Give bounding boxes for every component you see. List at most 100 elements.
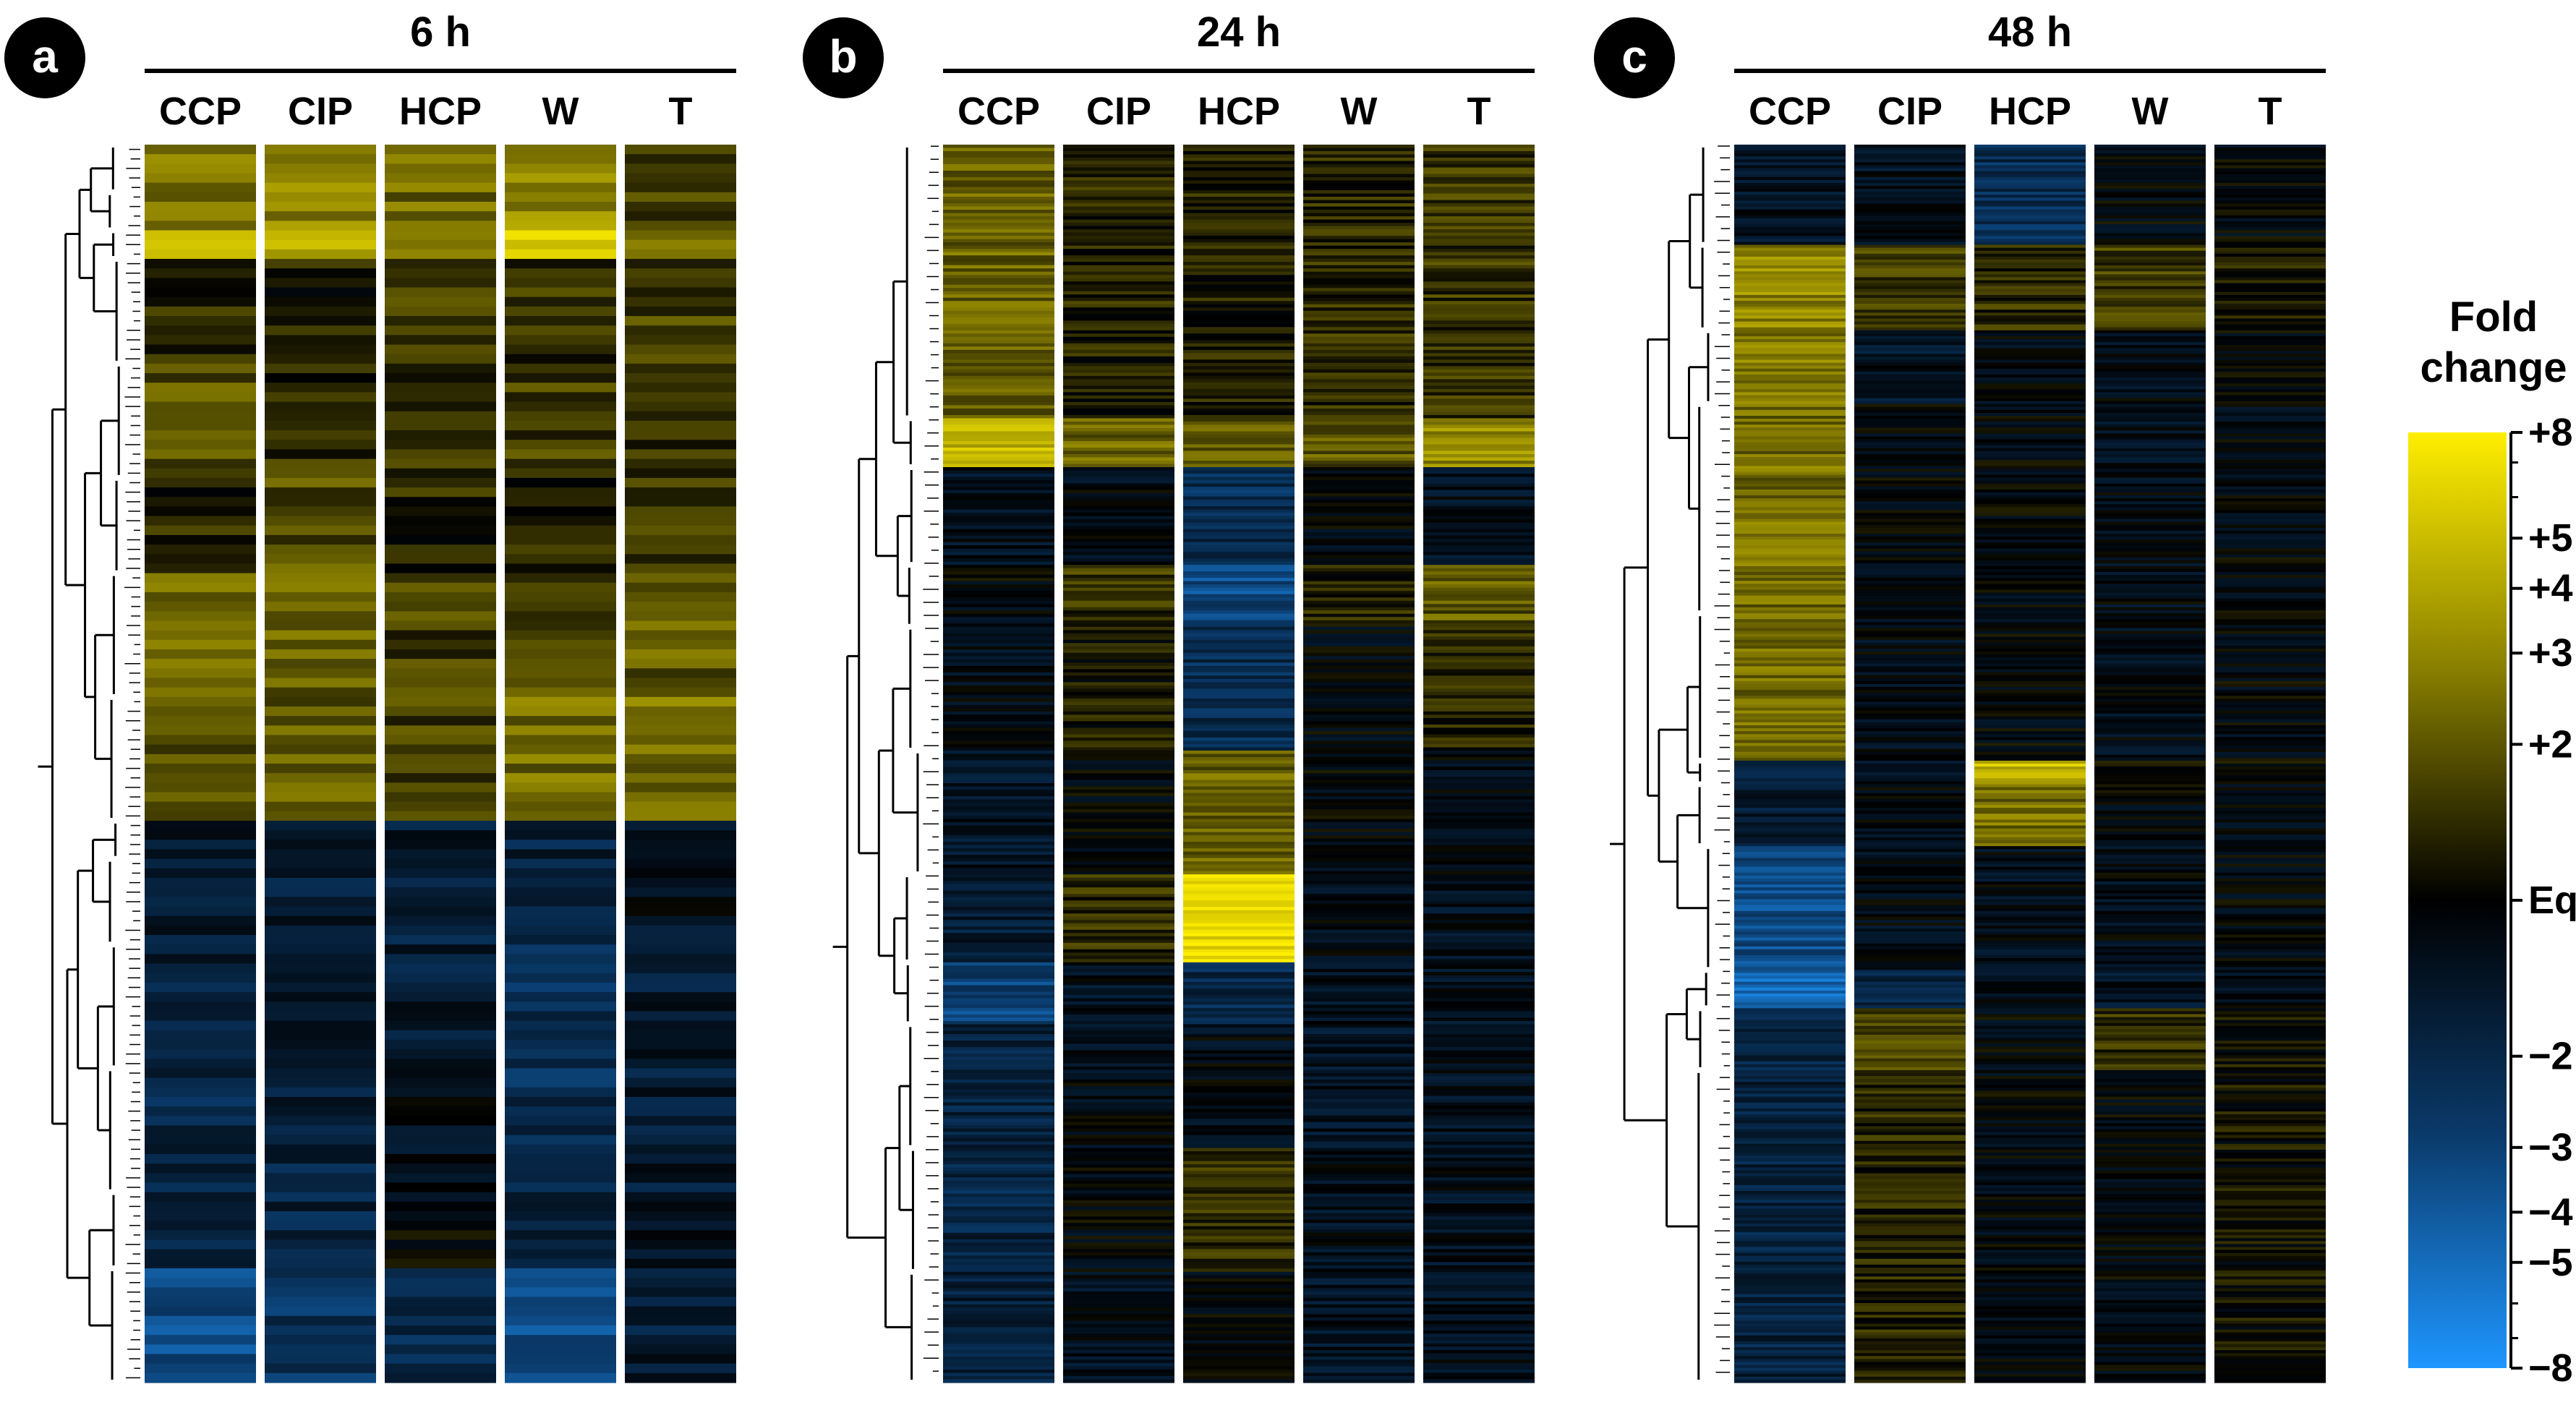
heatmap-cell — [1734, 325, 1846, 328]
heatmap-cell — [2214, 295, 2326, 299]
heatmap-cell — [1734, 905, 1846, 909]
heatmap-cell — [2094, 1097, 2206, 1101]
heatmap-cell — [1303, 588, 1415, 592]
heatmap-cell — [1734, 410, 1846, 414]
heatmap-cell — [145, 1106, 256, 1116]
heatmap-cell — [2094, 834, 2206, 838]
heatmap-cell — [1303, 607, 1415, 611]
heatmap-cell — [1063, 1353, 1174, 1357]
heatmap-cell — [1423, 1030, 1535, 1034]
heatmap-cell — [265, 288, 376, 298]
heatmap-cell — [943, 633, 1054, 637]
heatmap-cell — [505, 725, 616, 735]
heatmap-cell — [1974, 433, 2086, 437]
heatmap-cell — [1423, 229, 1535, 233]
heatmap-cell — [385, 840, 496, 850]
heatmap-cell — [265, 830, 376, 840]
heatmap-cell — [145, 678, 256, 688]
heatmap-cell — [2214, 755, 2326, 759]
heatmap-cell — [1303, 881, 1415, 884]
heatmap-cell — [1734, 1126, 1846, 1129]
heatmap-cell — [2214, 283, 2326, 287]
heatmap-cell — [943, 552, 1054, 555]
heatmap-cell — [943, 991, 1054, 995]
heatmap-cell — [943, 597, 1054, 601]
heatmap-cell — [1183, 236, 1295, 239]
heatmap-cell — [2214, 215, 2326, 219]
heatmap-cell — [505, 259, 616, 269]
heatmap-cell — [2094, 861, 2206, 865]
heatmap-cell — [943, 936, 1054, 940]
heatmap-cell — [1974, 245, 2086, 249]
heatmap-cell — [1854, 634, 1966, 638]
heatmap-cell — [1063, 158, 1174, 161]
heatmap-cell — [1303, 1177, 1415, 1181]
heatmap-cell — [1734, 761, 1846, 764]
heatmap-cell — [625, 163, 736, 174]
heatmap-cell — [1974, 1100, 2086, 1103]
heatmap-cell — [1423, 904, 1535, 908]
heatmap-cell — [2094, 360, 2206, 364]
heatmap-cell — [1183, 301, 1295, 304]
heatmap-cell — [2214, 410, 2326, 414]
heatmap-cell — [1183, 519, 1295, 523]
heatmap-cell — [1854, 613, 1966, 617]
heatmap-cell — [2214, 377, 2326, 381]
heatmap-cell — [1303, 913, 1415, 917]
heatmap-cell — [943, 210, 1054, 213]
heatmap-cell — [2094, 619, 2206, 623]
heatmap-cell — [1063, 307, 1174, 311]
heatmap-cell — [1734, 619, 1846, 623]
heatmap-cell — [1854, 931, 1966, 935]
heatmap-cell — [1974, 1070, 2086, 1074]
heatmap-cell — [1734, 643, 1846, 646]
heatmap-cell — [2094, 507, 2206, 511]
heatmap-cell — [1974, 1138, 2086, 1142]
heatmap-cell — [2214, 1291, 2326, 1295]
heatmap-cell — [943, 604, 1054, 607]
heatmap-cell — [1183, 207, 1295, 210]
heatmap-cell — [943, 1190, 1054, 1194]
heatmap-cell — [2214, 1174, 2326, 1177]
heatmap-cell — [1734, 419, 1846, 422]
heatmap-cell — [943, 383, 1054, 386]
heatmap-cell — [1183, 233, 1295, 236]
heatmap-cell — [2094, 430, 2206, 434]
heatmap-cell — [1303, 623, 1415, 627]
heatmap-cell — [145, 1230, 256, 1240]
heatmap-cell — [1183, 1344, 1295, 1347]
heatmap-cell — [1183, 835, 1295, 839]
heatmap-cell — [1423, 226, 1535, 230]
heatmap-cell — [1734, 1035, 1846, 1038]
heatmap-cell — [1974, 1005, 2086, 1009]
heatmap-cell — [625, 1011, 736, 1021]
heatmap-cell — [1183, 1161, 1295, 1165]
heatmap-cell — [1063, 239, 1174, 243]
heatmap-cell — [1854, 829, 1966, 832]
heatmap-cell — [265, 430, 376, 440]
heatmap-cell — [2094, 755, 2206, 759]
heatmap-cell — [1183, 497, 1295, 500]
heatmap-cell — [2094, 542, 2206, 546]
heatmap-cell — [2094, 737, 2206, 740]
heatmap-cell — [2214, 1265, 2326, 1268]
heatmap-cell — [265, 935, 376, 945]
heatmap-cell — [1854, 988, 1966, 991]
heatmap-cell — [1423, 891, 1535, 894]
heatmap-cell — [2214, 1320, 2326, 1324]
heatmap-cell — [1183, 536, 1295, 539]
heatmap-cell — [2214, 832, 2326, 835]
heatmap-cell — [2094, 1253, 2206, 1257]
heatmap-cell — [1063, 1125, 1174, 1129]
heatmap-cell — [1974, 1226, 2086, 1230]
heatmap-cell — [1423, 1122, 1535, 1126]
heatmap-cell — [1734, 309, 1846, 313]
heatmap-cell — [2094, 931, 2206, 935]
heatmap-cell — [1063, 320, 1174, 324]
heatmap-cell — [265, 478, 376, 488]
heatmap-cell — [265, 640, 376, 650]
heatmap-cell — [1734, 1182, 1846, 1186]
heatmap-cell — [1303, 695, 1415, 699]
heatmap-cell — [265, 487, 376, 497]
heatmap-cell — [2214, 281, 2326, 284]
